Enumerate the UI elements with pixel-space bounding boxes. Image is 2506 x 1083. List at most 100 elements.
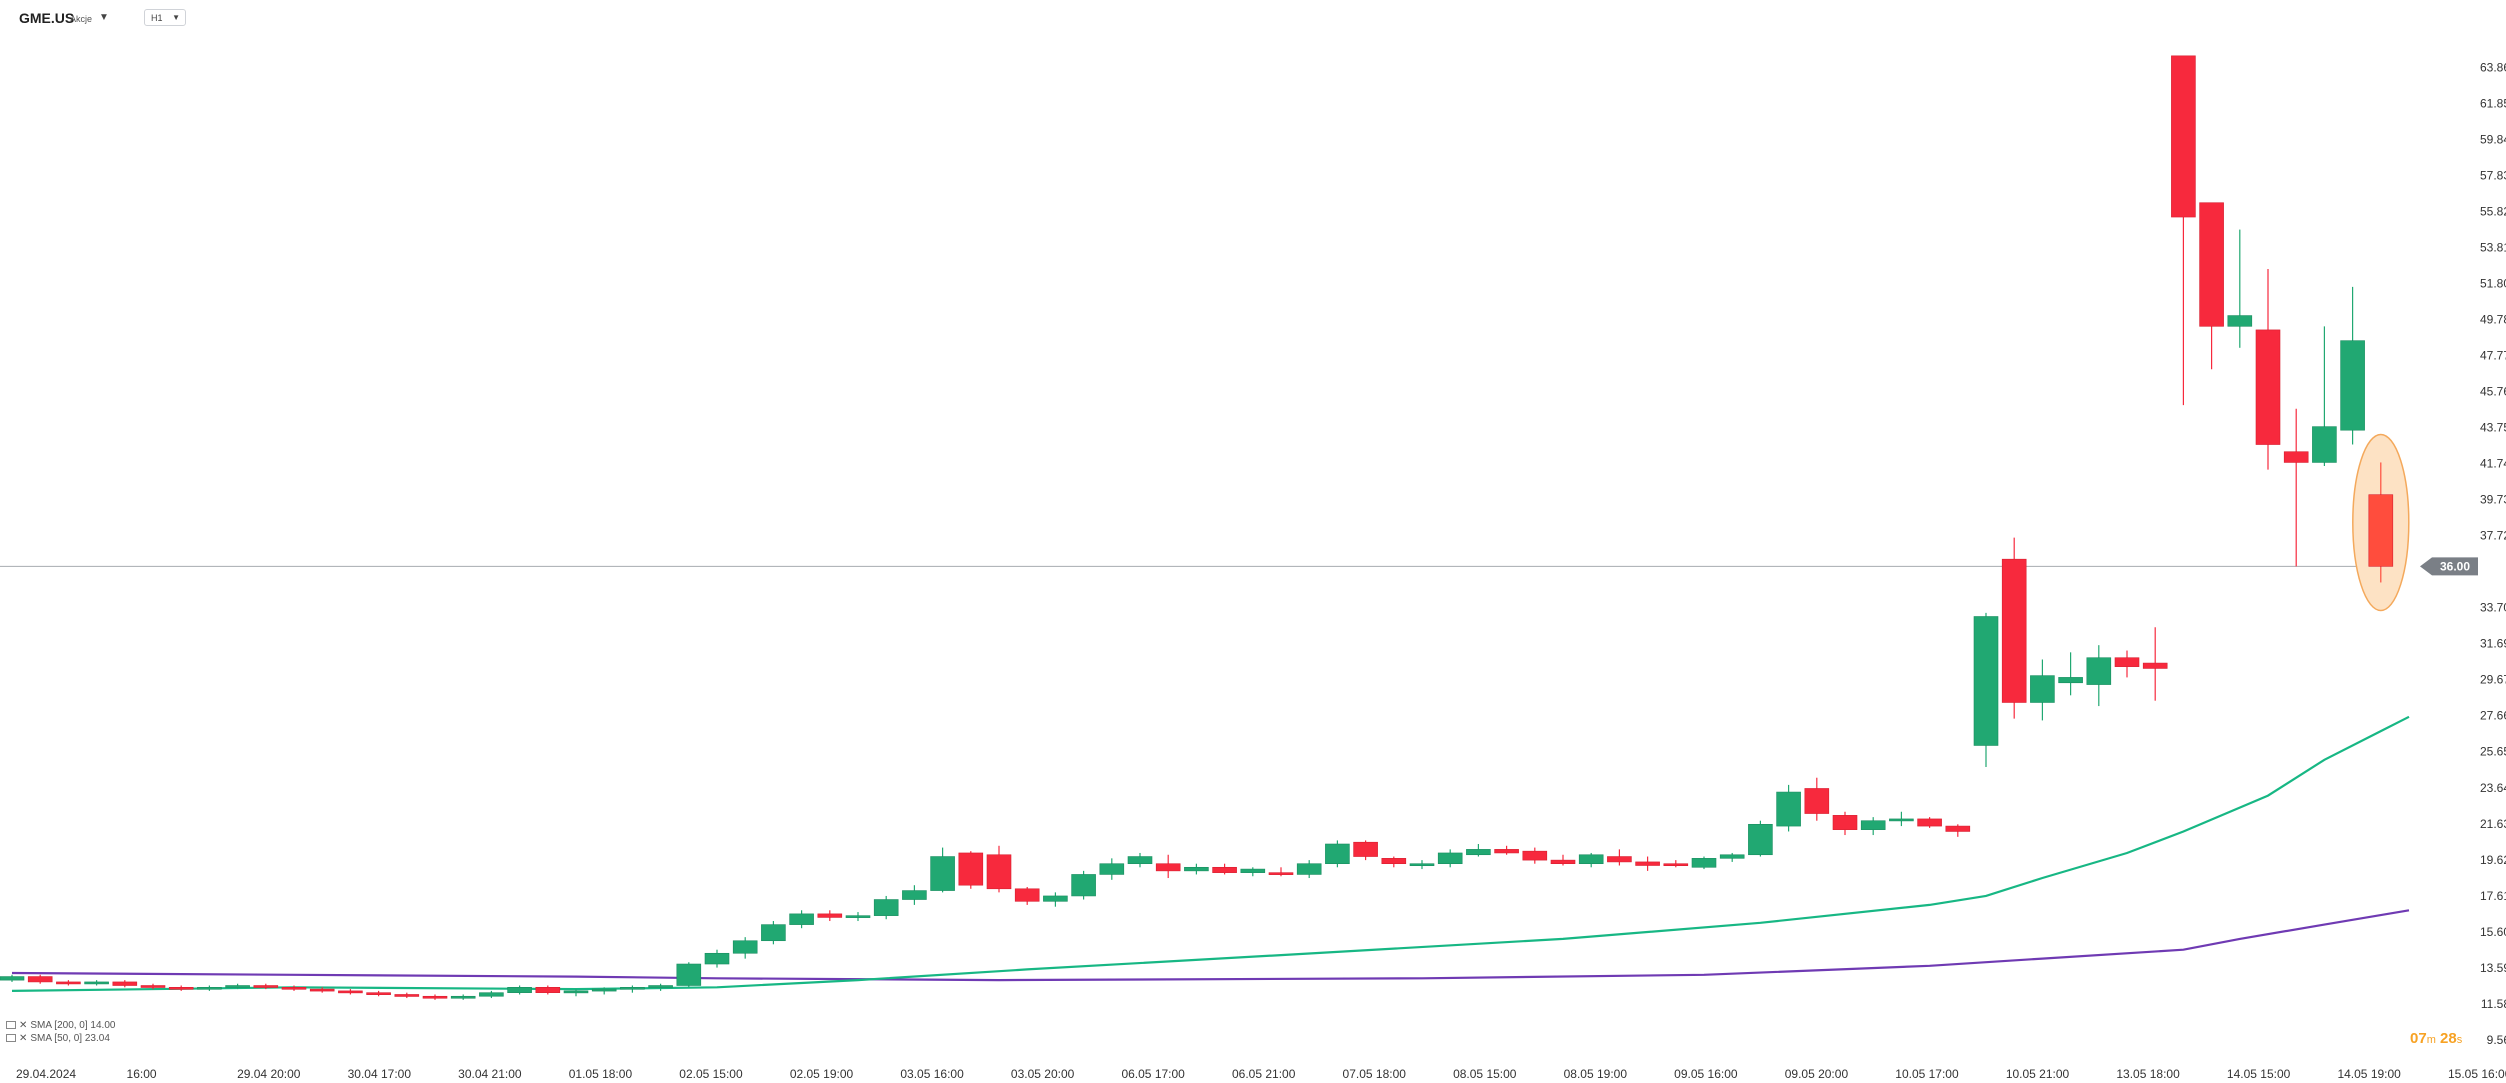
sma-50-line bbox=[11, 715, 2410, 992]
candle-body bbox=[2001, 558, 2027, 703]
candle-body bbox=[366, 992, 391, 995]
legend-label: SMA [200, 0] 14.00 bbox=[30, 1020, 116, 1031]
candle-body bbox=[1522, 850, 1548, 861]
candle-body bbox=[168, 987, 194, 990]
candle-body bbox=[1155, 863, 1181, 872]
candle-body bbox=[1832, 815, 1858, 830]
candle-body bbox=[1607, 856, 1632, 863]
candle-body bbox=[1494, 849, 1519, 854]
candle-body bbox=[2368, 494, 2394, 567]
legend-toggle-icon[interactable] bbox=[6, 1034, 16, 1043]
legend-sma-50[interactable]: ✕ SMA [50, 0] 23.04 bbox=[6, 1033, 110, 1044]
sma-200-line bbox=[11, 909, 2410, 982]
candle-body bbox=[761, 924, 786, 942]
y-tick-label: 33.70 bbox=[2480, 601, 2506, 615]
candle-body bbox=[1296, 863, 1322, 875]
close-icon[interactable]: ✕ bbox=[19, 1020, 28, 1031]
x-tick-label: 09.05 16:00 bbox=[1674, 1067, 1738, 1081]
y-tick-label: 17.61 bbox=[2480, 889, 2506, 903]
y-tick-label: 13.59 bbox=[2480, 961, 2506, 975]
candle-body bbox=[1973, 616, 1999, 746]
candle-body bbox=[676, 963, 702, 986]
y-tick-label: 39.73 bbox=[2480, 493, 2506, 507]
candle-body bbox=[2114, 657, 2140, 667]
close-icon[interactable]: ✕ bbox=[19, 1033, 28, 1044]
y-tick-label: 21.63 bbox=[2480, 817, 2506, 831]
candle-body bbox=[197, 987, 222, 990]
candle-body bbox=[873, 899, 899, 916]
current-price-tag bbox=[2420, 557, 2478, 576]
candle-body bbox=[1325, 843, 1350, 865]
x-tick-label: 08.05 19:00 bbox=[1564, 1067, 1628, 1081]
legend-sma-200[interactable]: ✕ SMA [200, 0] 14.00 bbox=[6, 1020, 115, 1031]
legend-toggle-icon[interactable] bbox=[6, 1021, 16, 1030]
candle-body bbox=[1381, 858, 1407, 865]
current-price-label: 36.00 bbox=[2440, 559, 2470, 573]
y-tick-label: 43.75 bbox=[2480, 421, 2506, 435]
x-tick-label: 14.05 15:00 bbox=[2227, 1067, 2291, 1081]
candle-body bbox=[563, 990, 589, 994]
candle-body bbox=[1917, 818, 1942, 827]
interval-select[interactable]: H1 ▼ bbox=[144, 9, 186, 26]
candle-body bbox=[253, 985, 279, 988]
candle-body bbox=[2086, 657, 2112, 685]
y-tick-label: 55.82 bbox=[2480, 204, 2506, 218]
chevron-down-icon: ▼ bbox=[172, 13, 180, 22]
y-tick-label: 25.65 bbox=[2480, 745, 2506, 759]
x-tick-label: 09.05 20:00 bbox=[1785, 1067, 1849, 1081]
candle-body bbox=[422, 995, 448, 999]
candle-body bbox=[1663, 863, 1689, 867]
x-tick-label: 10.05 21:00 bbox=[2006, 1067, 2070, 1081]
y-tick-label: 31.69 bbox=[2480, 637, 2506, 651]
candle-body bbox=[450, 995, 476, 999]
candle-body bbox=[2255, 329, 2281, 445]
x-tick-label: 02.05 19:00 bbox=[790, 1067, 854, 1081]
x-tick-label: 06.05 17:00 bbox=[1121, 1067, 1185, 1081]
symbol-name[interactable]: GME.US bbox=[19, 10, 75, 26]
candle-body bbox=[1240, 868, 1266, 873]
x-tick-label: 07.05 18:00 bbox=[1343, 1067, 1407, 1081]
candle-body bbox=[1268, 872, 1294, 875]
y-tick-label: 9.56 bbox=[2487, 1033, 2506, 1047]
candle-body bbox=[281, 987, 307, 990]
y-tick-label: 37.72 bbox=[2480, 529, 2506, 543]
candle-body bbox=[1014, 888, 1040, 902]
candle-body bbox=[704, 952, 730, 965]
chevron-down-icon[interactable]: ▼ bbox=[99, 12, 109, 23]
y-tick-label: 11.58 bbox=[2481, 997, 2506, 1011]
candle-body bbox=[986, 854, 1012, 890]
candle-body bbox=[732, 940, 758, 954]
candle-body bbox=[27, 976, 53, 983]
y-tick-label: 59.84 bbox=[2480, 132, 2506, 146]
y-tick-label: 27.66 bbox=[2480, 709, 2506, 723]
candle-body bbox=[2199, 202, 2224, 327]
candle-body bbox=[2227, 315, 2253, 327]
candle-body bbox=[2142, 662, 2168, 669]
candle-body bbox=[1466, 849, 1491, 856]
x-tick-label: 30.04 21:00 bbox=[458, 1067, 522, 1081]
candle-body bbox=[620, 987, 645, 990]
x-tick-label: 16:00 bbox=[127, 1067, 157, 1081]
candle-body bbox=[1945, 825, 1971, 832]
y-tick-label: 47.77 bbox=[2480, 349, 2506, 363]
x-tick-label: 29.04.2024 bbox=[16, 1067, 76, 1081]
x-tick-label: 08.05 15:00 bbox=[1453, 1067, 1517, 1081]
candle-body bbox=[1748, 823, 1773, 856]
candle-body bbox=[1889, 818, 1914, 822]
y-tick-label: 29.67 bbox=[2480, 673, 2506, 687]
candle-body bbox=[1099, 863, 1125, 875]
candle-body bbox=[56, 981, 81, 985]
candle-body bbox=[648, 985, 673, 988]
y-tick-label: 41.74 bbox=[2480, 457, 2506, 471]
x-tick-label: 02.05 15:00 bbox=[679, 1067, 743, 1081]
candle-body bbox=[930, 856, 955, 891]
candle-body bbox=[309, 988, 335, 992]
candle-body bbox=[394, 994, 420, 997]
candle-body bbox=[535, 987, 561, 993]
candle-body bbox=[2030, 675, 2055, 703]
candle-body bbox=[2283, 451, 2309, 463]
candle-body bbox=[1804, 788, 1830, 814]
interval-label: H1 bbox=[151, 13, 163, 23]
candle-body bbox=[1127, 856, 1153, 865]
